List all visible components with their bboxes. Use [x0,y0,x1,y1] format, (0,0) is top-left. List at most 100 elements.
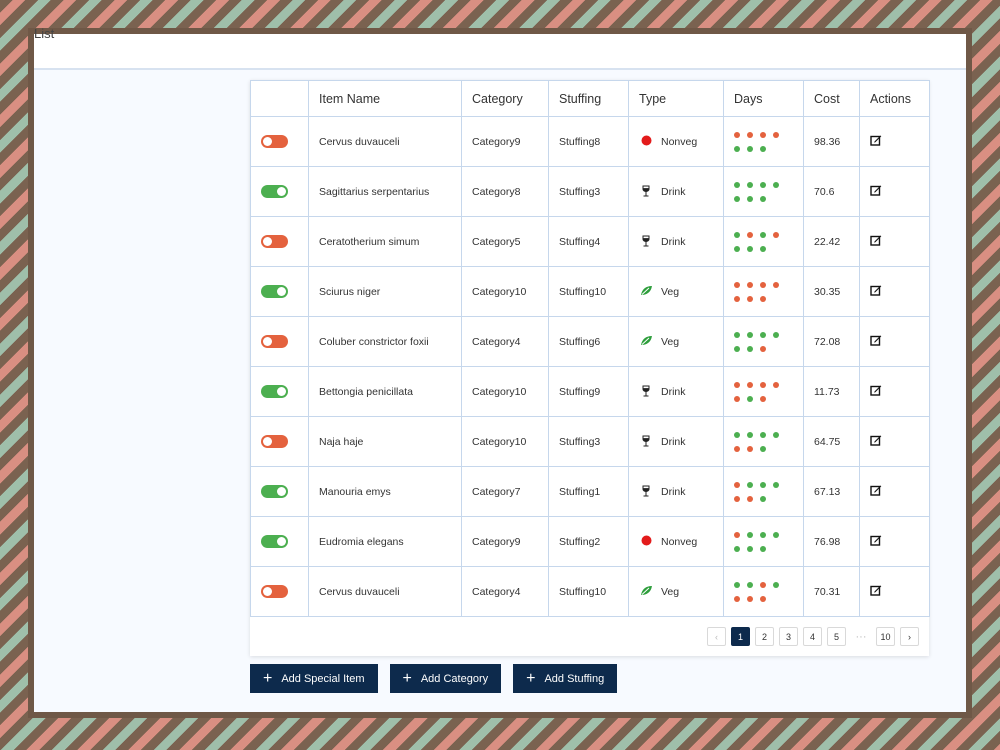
day-indicator-available [747,481,753,488]
header-cost[interactable]: Cost [803,80,860,117]
table-row[interactable]: Bettongia penicillata Category10 Stuffing9… [250,366,930,417]
type-label: Drink [661,485,686,498]
type-cell: Drink [628,366,724,417]
pagination-page-4[interactable]: 4 [803,627,822,646]
days-cell [723,166,804,217]
day-indicator-unavailable [734,445,740,452]
edit-icon[interactable] [870,284,882,296]
add-special-item-label: Add Special Item [281,672,365,685]
stuffing-cell: Stuffing4 [548,216,629,267]
availability-toggle[interactable] [261,135,288,148]
wine-glass-icon [639,435,653,449]
add-stuffing-button[interactable]: + Add Stuffing [513,664,618,693]
header-category[interactable]: Category [461,80,549,117]
days-indicator [734,131,803,152]
edit-icon[interactable] [870,384,882,396]
wine-glass-icon [639,185,653,199]
toggle-cell [250,316,309,367]
availability-toggle[interactable] [261,435,288,448]
category-cell: Category4 [461,566,549,617]
toggle-knob [277,537,286,546]
edit-icon[interactable] [870,584,882,596]
pagination-page-2[interactable]: 2 [755,627,774,646]
table-row[interactable]: Ceratotherium simum Category5 Stuffing4 Dri… [250,216,930,267]
header-days[interactable]: Days [723,80,804,117]
availability-toggle[interactable] [261,585,288,598]
availability-toggle[interactable] [261,285,288,298]
days-indicator [734,281,803,302]
day-indicator-unavailable [760,381,766,388]
pagination-page-5[interactable]: 5 [827,627,846,646]
table-row[interactable]: Naja haje Category10 Stuffing3 Drink 64.75 [250,416,930,467]
toggle-knob [277,387,286,396]
pagination-prev-button[interactable]: ‹ [707,627,726,646]
pagination-page-3[interactable]: 3 [779,627,798,646]
edit-icon[interactable] [870,534,882,546]
toggle-knob [277,187,286,196]
actions-cell [859,116,930,167]
table-row[interactable]: Cervus duvauceli Category4 Stuffing10 Veg 70… [250,566,930,617]
availability-toggle[interactable] [261,335,288,348]
day-indicator-available [734,345,740,352]
actions-cell [859,466,930,517]
header-stuffing[interactable]: Stuffing [548,80,629,117]
pagination-page-last[interactable]: 10 [876,627,895,646]
day-indicator-available [760,545,766,552]
add-stuffing-label: Add Stuffing [544,672,605,685]
actions-cell [859,366,930,417]
toggle-cell [250,116,309,167]
table-row[interactable]: Eudromia elegans Category9 Stuffing2 Nonveg… [250,516,930,567]
stuffing-cell: Stuffing3 [548,166,629,217]
days-cell [723,466,804,517]
day-indicator-available [760,195,766,202]
availability-toggle[interactable] [261,485,288,498]
pagination-ellipsis[interactable]: ··· [855,630,867,643]
add-special-item-button[interactable]: + Add Special Item [250,664,378,693]
stuffing-cell: Stuffing1 [548,466,629,517]
day-indicator-available [760,445,766,452]
table-row[interactable]: Coluber constrictor foxii Category4 Stuffi… [250,316,930,367]
category-cell: Category5 [461,216,549,267]
table-body: Cervus duvauceli Category9 Stuffing8 Nonveg… [250,116,930,617]
edit-icon[interactable] [870,234,882,246]
days-indicator [734,481,803,502]
edit-icon[interactable] [870,134,882,146]
category-cell: Category8 [461,166,549,217]
day-indicator-available [734,195,740,202]
day-indicator-available [747,195,753,202]
table-row[interactable]: Sagittarius serpentarius Category8 Stuffin… [250,166,930,217]
day-indicator-available [734,245,740,252]
table-row[interactable]: Manouria emys Category7 Stuffing1 Drink 67.1… [250,466,930,517]
pagination-next-button[interactable]: › [900,627,919,646]
day-indicator-unavailable [747,595,753,602]
edit-icon[interactable] [870,334,882,346]
table-row[interactable]: Cervus duvauceli Category9 Stuffing8 Nonveg… [250,116,930,167]
availability-toggle[interactable] [261,535,288,548]
plus-icon: + [526,669,536,687]
table-row[interactable]: Sciurus niger Category10 Stuffing10 Veg 30.3… [250,266,930,317]
toggle-cell [250,516,309,567]
day-indicator-unavailable [773,131,779,138]
edit-icon[interactable] [870,434,882,446]
type-cell: Drink [628,216,724,267]
edit-icon[interactable] [870,184,882,196]
day-indicator-available [747,431,753,438]
item-name-cell: Sagittarius serpentarius [308,166,462,217]
header-type[interactable]: Type [628,80,724,117]
items-table-card: Item Name Category Stuffing Type Days Co… [250,80,930,656]
stuffing-cell: Stuffing9 [548,366,629,417]
day-indicator-available [734,581,740,588]
day-indicator-unavailable [734,531,740,538]
category-cell: Category9 [461,516,549,567]
edit-icon[interactable] [870,484,882,496]
availability-toggle[interactable] [261,185,288,198]
add-category-button[interactable]: + Add Category [389,664,502,693]
day-indicator-available [760,431,766,438]
availability-toggle[interactable] [261,385,288,398]
toggle-knob [277,487,286,496]
day-indicator-unavailable [773,231,779,238]
availability-toggle[interactable] [261,235,288,248]
pagination-page-1[interactable]: 1 [731,627,750,646]
cost-cell: 76.98 [803,516,860,567]
header-item-name[interactable]: Item Name [308,80,462,117]
